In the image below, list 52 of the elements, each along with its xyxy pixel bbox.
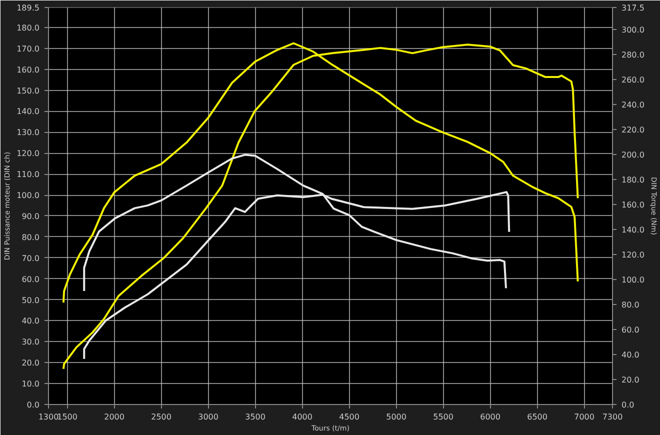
y2-tick-label: 140.0 bbox=[622, 225, 644, 234]
y-tick-label: 100.0 bbox=[16, 191, 40, 200]
y-tick-label: 180.0 bbox=[16, 23, 40, 32]
y2-tick-label: 240.0 bbox=[622, 100, 644, 110]
y-tick-label: 60.0 bbox=[22, 274, 40, 284]
y2-tick-label: 40.0 bbox=[622, 350, 640, 360]
x-tick-label: 5000 bbox=[386, 412, 406, 422]
x-tick-label: 4500 bbox=[339, 412, 360, 422]
y-tick-label: 70.0 bbox=[22, 254, 40, 263]
x-tick-label: 6000 bbox=[480, 412, 500, 422]
y2-tick-label: 100.0 bbox=[622, 275, 644, 284]
y-tick-label: 0.0 bbox=[26, 400, 40, 410]
y-tick-label: 130.0 bbox=[16, 128, 40, 138]
x-tick-label: 1300 bbox=[38, 412, 59, 422]
x-tick-label: 1500 bbox=[57, 412, 78, 422]
x-tick-label: 5500 bbox=[433, 412, 454, 422]
y-tick-label: 40.0 bbox=[22, 316, 40, 326]
y-tick-label: 140.0 bbox=[16, 107, 40, 116]
y-tick-label: 90.0 bbox=[22, 212, 40, 221]
x-tick-label: 6500 bbox=[527, 412, 548, 422]
y-tick-label: 150.0 bbox=[16, 86, 40, 96]
y-tick-label: 170.0 bbox=[16, 44, 40, 54]
y2-tick-label: 80.0 bbox=[622, 300, 640, 310]
x-tick-label: 2500 bbox=[151, 412, 172, 422]
y-tick-label: 110.0 bbox=[16, 170, 40, 180]
y-tick-label: 189.5 bbox=[16, 4, 40, 12]
y2-tick-label: 260.0 bbox=[622, 75, 644, 84]
y2-tick-label: 220.0 bbox=[622, 125, 644, 134]
y2-tick-label: 0.0 bbox=[622, 400, 634, 410]
y2-tick-label: 160.0 bbox=[622, 200, 644, 210]
y2-tick-label: 200.0 bbox=[622, 150, 644, 160]
y-tick-label: 20.0 bbox=[22, 358, 40, 368]
y2-tick-label: 20.0 bbox=[622, 375, 640, 384]
y2-tick-label: 300.0 bbox=[622, 25, 644, 34]
y2-tick-label: 60.0 bbox=[622, 325, 640, 334]
x-tick-label: 3500 bbox=[245, 412, 266, 422]
x-tick-label: 2000 bbox=[104, 412, 124, 422]
y2-tick-label: 317.5 bbox=[622, 4, 644, 12]
x-tick-label: 3000 bbox=[198, 412, 218, 422]
x-tick-label: 4000 bbox=[292, 412, 312, 422]
y-tick-label: 120.0 bbox=[16, 149, 40, 158]
y-tick-label: 160.0 bbox=[16, 65, 40, 74]
y2-tick-label: 180.0 bbox=[622, 175, 644, 184]
y-tick-label: 50.0 bbox=[22, 296, 40, 305]
y2-tick-label: 280.0 bbox=[622, 50, 644, 60]
y2-tick-label: 120.0 bbox=[622, 250, 644, 260]
line-series bbox=[62, 44, 579, 370]
y-tick-label: 10.0 bbox=[22, 380, 40, 389]
y-tick-label: 30.0 bbox=[22, 338, 40, 347]
y-tick-label: 80.0 bbox=[22, 232, 40, 242]
x-tick-label: 7300 bbox=[602, 412, 623, 422]
x-tick-label: 7000 bbox=[574, 412, 594, 422]
